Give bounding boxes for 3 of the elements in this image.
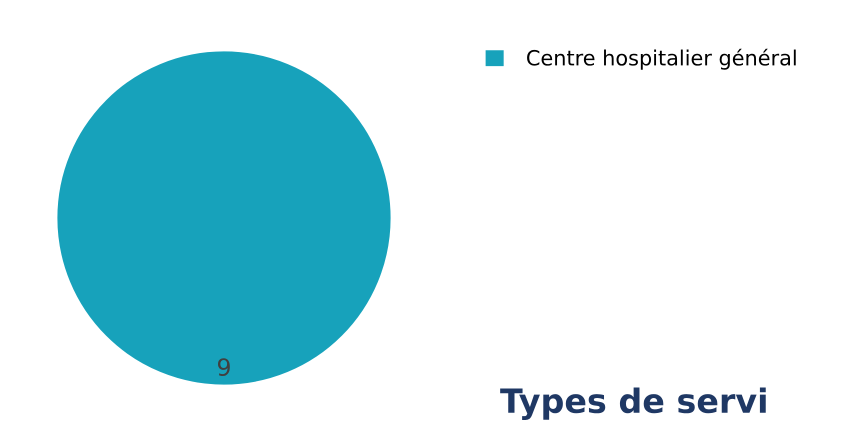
data-label: 9 — [218, 358, 230, 376]
legend-label: Centre hospitalier général — [527, 48, 796, 70]
text: Types de servi — [500, 387, 766, 420]
